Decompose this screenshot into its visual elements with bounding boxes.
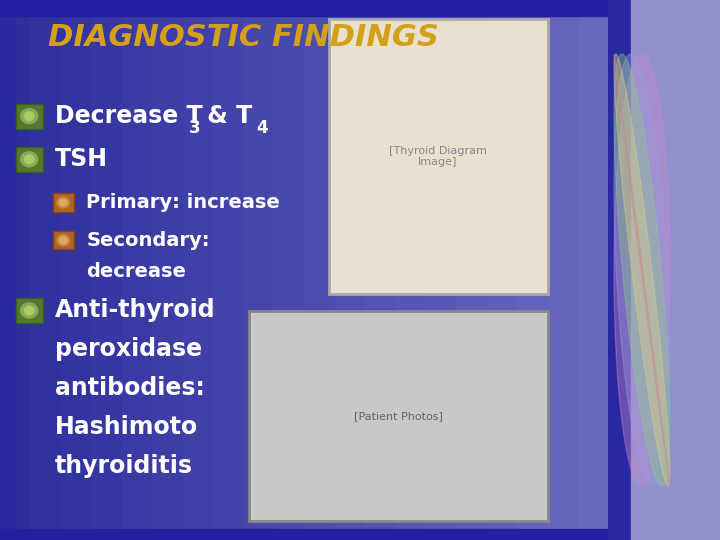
Circle shape xyxy=(57,197,69,208)
Bar xyxy=(578,0,611,540)
Text: thyroiditis: thyroiditis xyxy=(55,454,193,478)
Bar xyxy=(152,0,186,540)
Text: 3: 3 xyxy=(189,119,200,137)
Bar xyxy=(183,0,216,540)
Polygon shape xyxy=(614,54,670,486)
Bar xyxy=(365,0,398,540)
Bar xyxy=(487,0,520,540)
Polygon shape xyxy=(614,54,670,486)
Text: [Patient Photos]: [Patient Photos] xyxy=(354,411,443,421)
Circle shape xyxy=(24,112,34,120)
Circle shape xyxy=(21,303,37,318)
Bar xyxy=(0,0,15,540)
Bar xyxy=(305,0,338,540)
Bar xyxy=(0,529,608,540)
Circle shape xyxy=(24,155,34,164)
Bar xyxy=(456,0,490,540)
Bar xyxy=(274,0,307,540)
Circle shape xyxy=(57,235,69,246)
Circle shape xyxy=(24,306,34,315)
Bar xyxy=(0,0,33,540)
FancyBboxPatch shape xyxy=(53,193,73,212)
Text: antibodies:: antibodies: xyxy=(55,376,204,400)
Text: Secondary:: Secondary: xyxy=(86,231,210,250)
Text: [Thyroid Diagram
Image]: [Thyroid Diagram Image] xyxy=(389,146,487,167)
Bar xyxy=(395,0,429,540)
Polygon shape xyxy=(614,54,670,486)
Bar xyxy=(335,0,368,540)
Circle shape xyxy=(60,237,67,244)
Bar xyxy=(517,0,551,540)
Text: 4: 4 xyxy=(257,119,269,137)
Circle shape xyxy=(21,152,37,167)
Bar xyxy=(91,0,125,540)
Bar xyxy=(426,0,459,540)
Bar xyxy=(60,0,94,540)
Text: Anti-thyroid: Anti-thyroid xyxy=(55,299,215,322)
FancyBboxPatch shape xyxy=(16,104,42,129)
Text: DIAGNOSTIC FINDINGS: DIAGNOSTIC FINDINGS xyxy=(48,23,438,52)
Bar xyxy=(249,310,548,521)
FancyBboxPatch shape xyxy=(53,231,73,249)
Text: peroxidase: peroxidase xyxy=(55,338,202,361)
Bar xyxy=(213,0,246,540)
Bar xyxy=(243,0,276,540)
Circle shape xyxy=(60,199,67,206)
Polygon shape xyxy=(614,54,670,486)
Polygon shape xyxy=(614,54,670,486)
Bar xyxy=(122,0,155,540)
FancyBboxPatch shape xyxy=(16,298,42,323)
Circle shape xyxy=(21,109,37,124)
FancyBboxPatch shape xyxy=(16,147,42,172)
Text: decrease: decrease xyxy=(86,261,186,281)
Bar xyxy=(608,0,636,540)
Bar xyxy=(30,0,64,540)
Text: Primary: increase: Primary: increase xyxy=(86,193,280,212)
Bar xyxy=(0,0,608,16)
Bar xyxy=(328,19,548,294)
Text: TSH: TSH xyxy=(55,147,108,171)
Text: & T: & T xyxy=(199,104,252,128)
Bar xyxy=(548,0,581,540)
Bar xyxy=(631,0,720,540)
Text: Hashimoto: Hashimoto xyxy=(55,415,198,439)
Text: Decrease T: Decrease T xyxy=(55,104,202,128)
